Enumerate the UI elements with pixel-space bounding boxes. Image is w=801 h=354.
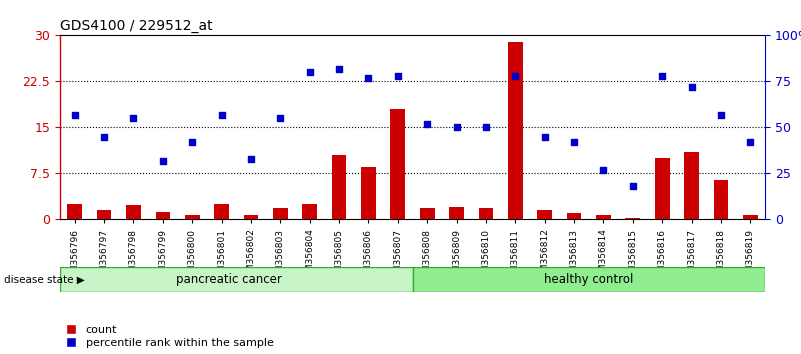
Point: [274, 115, 287, 121]
Bar: [332, 155, 346, 219]
Point: [186, 139, 199, 145]
Text: pancreatic cancer: pancreatic cancer: [176, 273, 282, 286]
Point: [392, 73, 405, 79]
Point: [568, 139, 581, 145]
Bar: [155, 212, 170, 219]
Point: [332, 66, 345, 72]
Legend: count, percentile rank within the sample: count, percentile rank within the sample: [66, 325, 273, 348]
Point: [509, 73, 521, 79]
Bar: [566, 213, 582, 219]
Bar: [214, 204, 229, 219]
Point: [362, 75, 375, 81]
Bar: [273, 209, 288, 219]
Bar: [185, 215, 199, 219]
Text: disease state ▶: disease state ▶: [4, 275, 85, 285]
Bar: [413, 267, 765, 292]
Bar: [390, 109, 405, 219]
Bar: [654, 158, 670, 219]
Point: [597, 167, 610, 173]
Bar: [537, 210, 552, 219]
Point: [127, 115, 140, 121]
Bar: [60, 267, 413, 292]
Bar: [126, 205, 141, 219]
Bar: [478, 209, 493, 219]
Point: [304, 69, 316, 75]
Point: [450, 125, 463, 130]
Bar: [302, 204, 317, 219]
Point: [656, 73, 669, 79]
Bar: [244, 215, 258, 219]
Point: [68, 112, 81, 118]
Bar: [97, 210, 111, 219]
Point: [156, 158, 169, 164]
Point: [98, 134, 111, 139]
Point: [421, 121, 433, 127]
Bar: [714, 179, 728, 219]
Point: [480, 125, 493, 130]
Text: GDS4100 / 229512_at: GDS4100 / 229512_at: [60, 19, 213, 33]
Bar: [508, 41, 522, 219]
Bar: [626, 218, 640, 219]
Point: [714, 112, 727, 118]
Point: [244, 156, 257, 161]
Point: [626, 183, 639, 189]
Bar: [449, 207, 464, 219]
Point: [215, 112, 228, 118]
Point: [744, 139, 757, 145]
Bar: [420, 209, 434, 219]
Bar: [361, 167, 376, 219]
Bar: [596, 215, 610, 219]
Bar: [743, 215, 758, 219]
Text: healthy control: healthy control: [544, 273, 634, 286]
Point: [538, 134, 551, 139]
Bar: [684, 152, 698, 219]
Bar: [67, 204, 82, 219]
Point: [685, 84, 698, 90]
